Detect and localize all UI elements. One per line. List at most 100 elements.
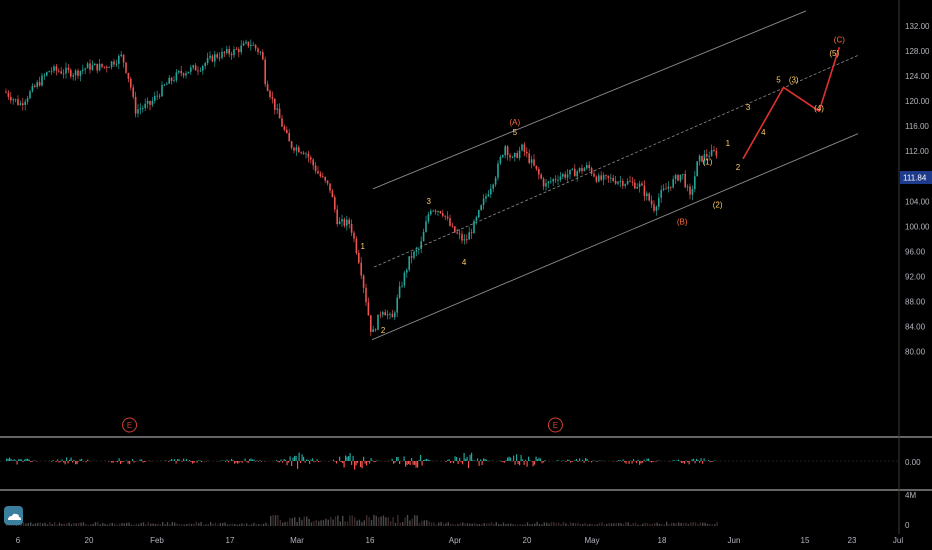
volume-bar — [267, 524, 269, 526]
candle-body — [600, 175, 602, 180]
oscillator-bar — [445, 461, 447, 463]
oscillator-bar — [640, 461, 642, 464]
volume-bar — [303, 516, 305, 526]
volume-bar — [214, 522, 217, 526]
volume-bar — [354, 517, 356, 526]
oscillator-bar — [469, 454, 471, 461]
candle-body — [108, 67, 110, 69]
oscillator-bar — [502, 461, 504, 463]
volume-bar — [692, 521, 694, 526]
volume-bar — [702, 522, 704, 526]
oscillator-bar — [703, 458, 705, 461]
oscillator-bar — [276, 460, 278, 461]
candle-body — [281, 118, 283, 127]
oscillator-bar — [334, 461, 336, 462]
oscillator-bar — [72, 461, 74, 463]
oscillator-zero-label: 0.00 — [905, 458, 921, 467]
oscillator-bar — [616, 461, 618, 462]
oscillator-bar — [178, 459, 180, 461]
volume-bar — [651, 523, 653, 526]
oscillator-bar — [510, 457, 512, 461]
oscillator-bar — [294, 455, 296, 461]
oscillator-bar — [468, 461, 470, 469]
candle-body — [173, 80, 175, 82]
oscillator-bar — [565, 461, 567, 462]
volume-bar — [385, 517, 387, 526]
oscillator-bar — [277, 461, 279, 463]
time-ticks-layer: 6 20 Feb 17 Mar 16 Apr 20 May 18 Jun 15 23 Jul — [16, 536, 904, 545]
oscillator-bar — [226, 459, 228, 461]
candle-body — [50, 70, 53, 72]
candle-body — [22, 103, 24, 106]
cloud-logo-icon[interactable] — [4, 506, 23, 525]
volume-bar — [366, 514, 368, 526]
candle-body — [10, 96, 12, 101]
volume-bar — [30, 522, 32, 526]
volume-bar — [555, 523, 557, 526]
candle-body — [672, 179, 674, 188]
oscillator-bar — [310, 459, 312, 461]
oscillator-bar — [285, 459, 287, 461]
candle-body — [228, 49, 230, 54]
volume-bar — [382, 515, 385, 526]
wave-label: 2 — [381, 326, 386, 335]
volume-bar — [298, 517, 301, 526]
candle-body — [274, 98, 276, 110]
volume-layer — [6, 514, 718, 526]
price-tick-label: 80.00 — [905, 348, 926, 357]
oscillator-bar — [295, 455, 297, 461]
oscillator-bar — [481, 461, 483, 466]
oscillator-bar — [55, 461, 57, 463]
candle-body — [499, 157, 502, 164]
volume-bar — [6, 524, 8, 526]
oscillator-bar — [85, 461, 87, 463]
candle-body — [115, 63, 118, 65]
candle-body — [223, 51, 226, 53]
oscillator-bar — [396, 457, 398, 461]
candle-body — [523, 144, 526, 152]
volume-bar — [697, 523, 699, 526]
volume-bar — [567, 524, 569, 526]
volume-bar — [454, 524, 457, 526]
oscillator-bar — [645, 461, 647, 462]
candle-body — [146, 100, 149, 104]
oscillator-bar — [129, 461, 131, 465]
time-tick-label: Feb — [150, 536, 164, 545]
oscillator-bar — [175, 461, 177, 464]
candle-body — [156, 95, 158, 97]
candle-body — [46, 72, 48, 76]
candle-body — [406, 269, 408, 273]
candle-body — [103, 66, 106, 68]
candle-body — [379, 314, 382, 316]
oscillator-bar — [376, 460, 378, 461]
wave-label: 4 — [761, 128, 766, 137]
oscillator-bar — [198, 460, 200, 461]
candle-body — [684, 173, 686, 188]
volume-bar — [536, 521, 538, 526]
candle-body — [300, 152, 302, 154]
volume-bar — [714, 524, 716, 526]
volume-bar — [572, 523, 574, 526]
volume-bar — [169, 524, 171, 526]
oscillator-bar — [505, 460, 507, 461]
oscillator-bar — [351, 461, 353, 465]
candle-body — [686, 186, 689, 188]
oscillator-bar — [460, 461, 462, 463]
volume-bar — [574, 523, 577, 526]
candle-body — [298, 147, 300, 153]
oscillator-bar — [504, 461, 506, 463]
volume-bar — [258, 524, 260, 526]
volume-bar — [145, 524, 147, 526]
candle-body — [528, 153, 530, 163]
candle-body — [475, 217, 478, 221]
oscillator-bar — [63, 461, 65, 463]
volume-bar — [61, 523, 63, 526]
volume-bar — [678, 522, 680, 526]
volume-bar — [361, 522, 363, 526]
candle-body — [574, 168, 576, 177]
oscillator-bar — [508, 456, 510, 461]
candle-body — [151, 100, 154, 105]
volume-bar — [248, 524, 250, 526]
